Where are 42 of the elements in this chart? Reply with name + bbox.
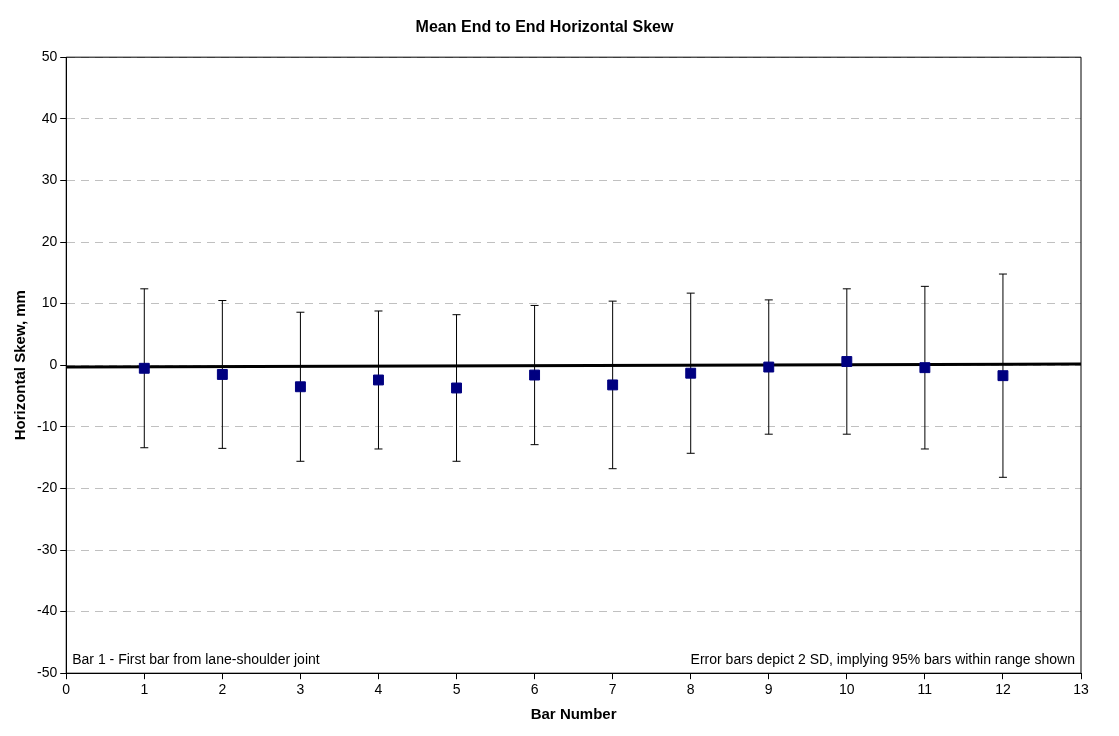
y-tick-label: 10: [41, 294, 58, 311]
y-tick-label: -20: [37, 479, 58, 496]
point: [529, 369, 541, 381]
y-tick-label: -50: [37, 664, 58, 681]
point: [997, 370, 1009, 382]
point: [373, 374, 384, 386]
x-tick-label: 5: [452, 681, 461, 698]
x-tick-label: 9: [764, 681, 773, 698]
x-axis-title: Bar Number: [530, 705, 617, 723]
point: [763, 361, 775, 373]
annotation: Error bars depict 2 SD, implying 95% bars within range shown: [690, 651, 1075, 668]
y-tick-label: -40: [37, 602, 58, 619]
point: [607, 379, 619, 391]
annotation: Bar 1 - First bar from lane-shoulder joint: [72, 651, 320, 668]
point: [216, 368, 228, 380]
y-tick-label: -10: [37, 417, 58, 434]
x-tick-label: 1: [140, 681, 149, 698]
x-tick-label: 10: [839, 681, 855, 698]
y-tick-label: 30: [41, 171, 58, 188]
x-tick-label: 7: [608, 681, 617, 698]
point: [451, 382, 462, 394]
y-axis-title: Horizontal Skew, mm: [11, 290, 29, 441]
point: [841, 356, 853, 367]
point: [685, 367, 697, 379]
chart-title: Mean End to End Horizontal Skew: [415, 18, 674, 36]
y-tick-label: 40: [41, 109, 58, 126]
y-tick-label: 0: [49, 356, 58, 373]
x-tick-label: 4: [374, 681, 383, 698]
y-tick-label: -30: [37, 540, 58, 557]
x-tick-label: 0: [62, 681, 71, 698]
x-tick-label: 6: [530, 681, 539, 698]
y-tick-label: 50: [41, 48, 58, 65]
point: [138, 362, 150, 374]
point: [919, 362, 931, 374]
x-tick-label: 2: [218, 681, 227, 698]
x-tick-label: 3: [296, 681, 305, 698]
point: [294, 381, 306, 393]
y-tick-label: 20: [41, 232, 58, 249]
x-tick-label: 11: [917, 681, 933, 698]
x-tick-label: 8: [686, 681, 695, 698]
x-tick-label: 13: [1073, 681, 1089, 698]
x-tick-label: 12: [995, 681, 1011, 698]
